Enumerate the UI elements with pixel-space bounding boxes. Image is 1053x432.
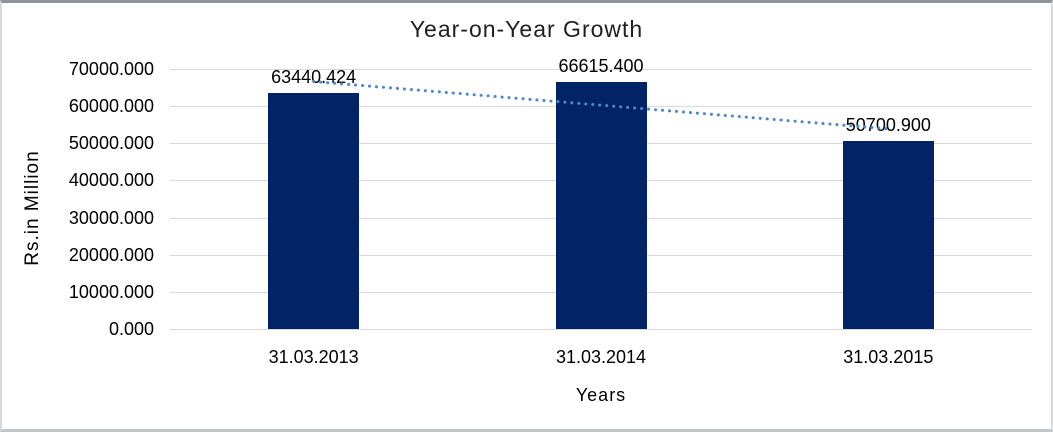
bar (842, 140, 934, 329)
bar (268, 93, 360, 329)
bar-value-label: 50700.900 (845, 114, 931, 135)
x-category-label: 31.03.2013 (268, 347, 359, 367)
x-axis-title: Years (575, 385, 627, 405)
y-tick-label: 60000.000 (68, 96, 154, 117)
y-tick-label: 70000.000 (68, 59, 154, 79)
y-tick-label: 30000.000 (68, 207, 154, 228)
gridline (170, 329, 1032, 330)
y-axis-title: Rs.in Million (22, 150, 43, 266)
bar (555, 81, 647, 329)
chart-title: Year-on-Year Growth (409, 16, 644, 42)
x-category-label: 31.03.2014 (555, 347, 647, 367)
x-category-label: 31.03.2015 (843, 347, 934, 367)
bar-value-label: 63440.424 (271, 67, 357, 88)
y-tick-label: 10000.000 (68, 281, 154, 302)
plot-area: 63440.424 66615.400 50700.900 (170, 56, 1032, 330)
y-tick-label: 0.000 (108, 319, 154, 339)
bar-value-label: 66615.400 (558, 55, 644, 76)
y-tick-label: 20000.000 (68, 244, 154, 265)
gridline (170, 69, 1032, 70)
y-tick-label: 40000.000 (68, 170, 154, 191)
y-tick-label: 50000.000 (68, 133, 154, 154)
